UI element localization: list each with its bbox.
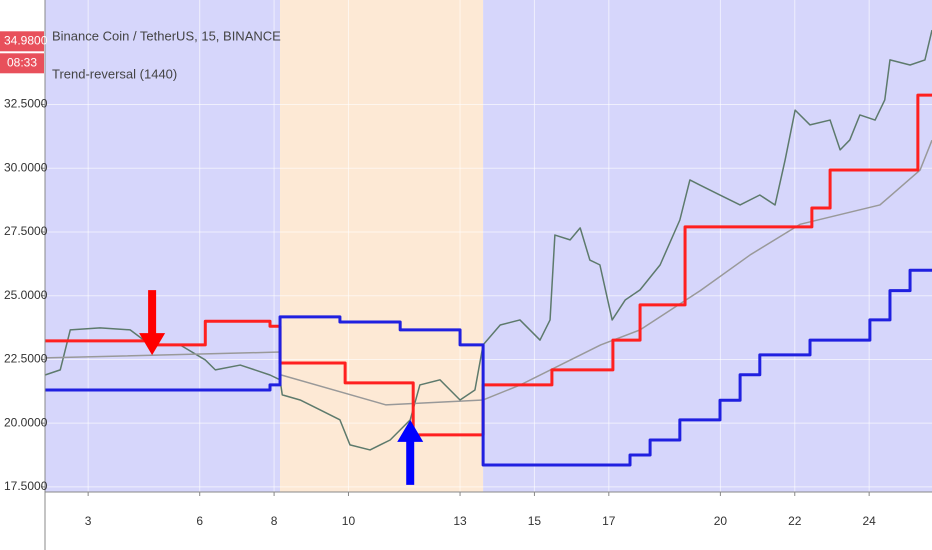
x-tick-label: 17 — [602, 514, 616, 528]
x-tick-label: 24 — [862, 514, 876, 528]
x-tick-label: 22 — [788, 514, 802, 528]
shaded-region — [483, 0, 932, 492]
x-tick-label: 8 — [271, 514, 278, 528]
price-badge — [0, 31, 44, 52]
y-tick-label: 32.5000 — [4, 97, 48, 111]
shaded-region — [45, 0, 281, 492]
x-tick-label: 20 — [714, 514, 728, 528]
countdown-badge — [0, 53, 44, 74]
countdown-label: 08:33 — [7, 55, 37, 69]
x-tick-label: 10 — [342, 514, 356, 528]
grid-layer — [45, 0, 932, 492]
series-line — [45, 93, 932, 437]
x-tick-label: 3 — [85, 514, 92, 528]
series-line — [45, 268, 932, 467]
series-line — [44, 139, 932, 406]
background-layer — [45, 0, 932, 492]
chart-title: Binance Coin / TetherUS, 15, BINANCE — [52, 28, 281, 43]
series-line — [44, 29, 932, 451]
shaded-region — [280, 0, 484, 492]
indicator-label: Trend-reversal (1440) — [52, 66, 177, 81]
y-tick-label: 30.0000 — [4, 160, 48, 174]
y-tick-label: 25.0000 — [4, 288, 48, 302]
y-tick-label: 22.5000 — [4, 352, 48, 366]
y-tick-label: 20.0000 — [4, 415, 48, 429]
lines-layer — [44, 29, 932, 485]
x-tick-label: 6 — [196, 514, 203, 528]
arrow — [397, 419, 424, 485]
x-tick-label: 13 — [453, 514, 467, 528]
x-tick-label: 15 — [528, 514, 542, 528]
price-badge-label: 34.9800 — [4, 33, 48, 47]
y-tick-label: 27.5000 — [4, 224, 48, 238]
arrow — [139, 290, 166, 356]
y-tick-label: 17.5000 — [4, 479, 48, 493]
